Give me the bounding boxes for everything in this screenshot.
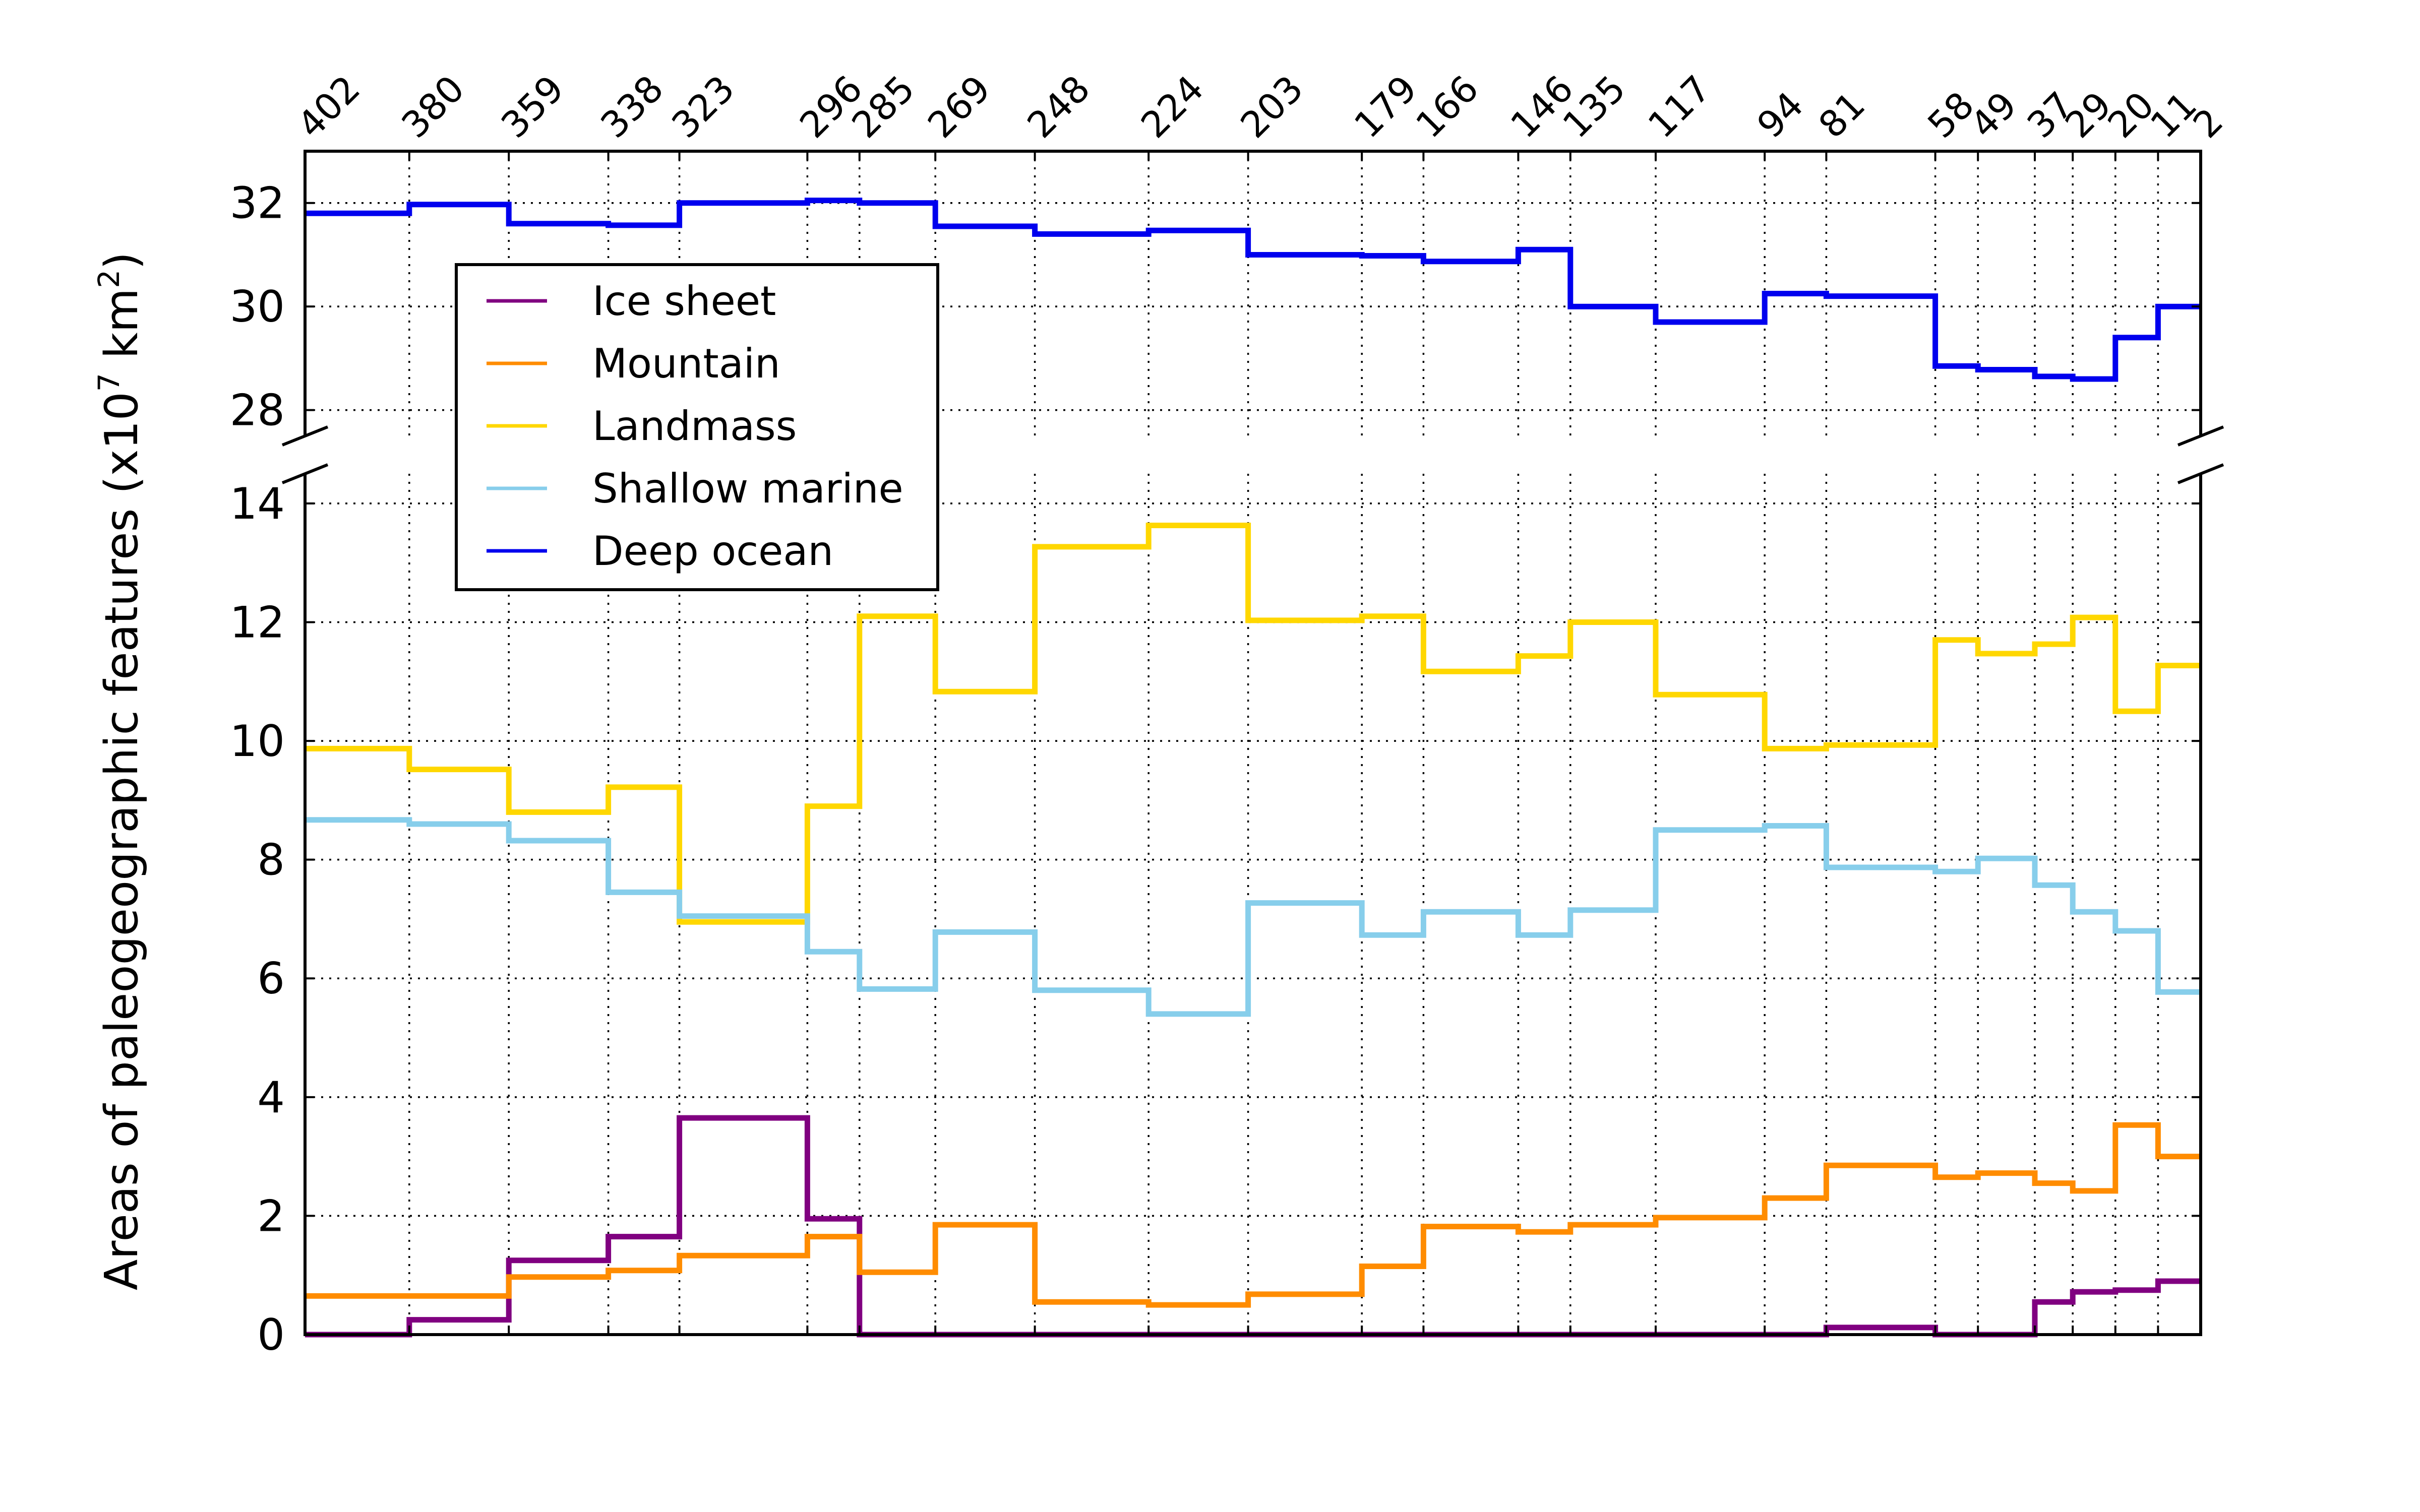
legend: Ice sheet Mountain Landmass Shallow marine D… xyxy=(455,263,939,591)
legend-label-landmass: Landmass xyxy=(592,403,797,450)
x-tick-label: 380 xyxy=(393,67,472,146)
x-tick-label: 49 xyxy=(1962,84,2025,146)
y-tick-label-upper: 32 xyxy=(230,178,285,229)
legend-label-deep-ocean: Deep ocean xyxy=(592,528,833,575)
x-tick-label: 224 xyxy=(1133,67,1212,146)
y-tick-label-lower: 14 xyxy=(230,479,285,529)
legend-label-shallow-marine: Shallow marine xyxy=(592,465,903,512)
lower-axes-frame xyxy=(304,474,2202,1336)
x-tick-label: 338 xyxy=(592,67,672,146)
x-tick-label: 179 xyxy=(1346,67,1425,146)
y-tick-label-lower: 8 xyxy=(257,835,285,886)
x-tick-label: 166 xyxy=(1408,67,1487,146)
axis-break-mark xyxy=(281,425,329,447)
x-tick-label: 269 xyxy=(920,67,999,146)
y-axis-label-end: ) xyxy=(95,252,148,270)
series-line-deep-ocean xyxy=(305,198,2201,382)
y-tick-label-lower: 6 xyxy=(257,954,285,1004)
series-line-ice-sheet xyxy=(305,1115,2201,1338)
x-tick-label: 359 xyxy=(493,67,572,146)
x-tick-label: 117 xyxy=(1640,67,1719,146)
y-tick-label-lower: 4 xyxy=(257,1073,285,1123)
series-line-shallow-marine xyxy=(305,817,2201,1017)
y-tick-label-lower: 2 xyxy=(257,1191,285,1241)
y-tick-label-upper: 28 xyxy=(230,386,285,436)
series-line-mountain xyxy=(305,1122,2201,1308)
x-tick-label: 285 xyxy=(843,67,923,146)
y-axis-label-unit: km xyxy=(95,288,148,373)
y-tick-label-lower: 10 xyxy=(230,716,285,767)
x-tick-label: 248 xyxy=(1019,67,1098,146)
legend-label-ice-sheet: Ice sheet xyxy=(592,278,776,325)
x-tick-label: 135 xyxy=(1554,67,1634,146)
y-tick-label-lower: 12 xyxy=(230,597,285,648)
y-axis-label-exponent-a: 7 xyxy=(92,373,126,392)
x-tick-label: 81 xyxy=(1810,84,1873,146)
x-tick-label: 402 xyxy=(289,67,369,146)
axis-break-mark xyxy=(2177,463,2224,484)
y-axis-label-main: Areas of paleogeographic features (x10 xyxy=(95,392,148,1290)
y-axis-label: Areas of paleogeographic features (x107 … xyxy=(92,252,148,1290)
frame-layer xyxy=(281,150,2224,1336)
x-tick-label: 323 xyxy=(663,67,743,146)
y-tick-label-lower: 0 xyxy=(257,1310,285,1360)
upper-axes-frame xyxy=(304,150,2202,436)
x-tick-label: 203 xyxy=(1232,67,1311,146)
y-tick-label-upper: 30 xyxy=(230,282,285,332)
legend-label-mountain: Mountain xyxy=(592,340,780,387)
x-tick-label: 94 xyxy=(1749,84,1811,146)
axis-break-mark xyxy=(2177,425,2224,447)
axis-break-mark xyxy=(281,463,329,484)
y-axis-label-exponent-b: 2 xyxy=(92,270,126,288)
